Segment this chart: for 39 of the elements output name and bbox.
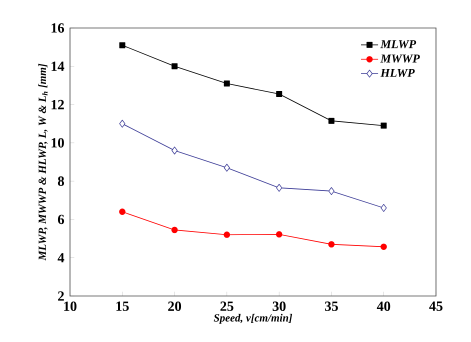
- x-tick-label: 45: [429, 302, 442, 311]
- x-tick-label: 10: [64, 302, 76, 311]
- point: [119, 42, 126, 48]
- x-tick-label: 25: [220, 302, 234, 311]
- point: [119, 120, 126, 128]
- point: [380, 244, 387, 250]
- point: [328, 241, 335, 248]
- point: [224, 232, 230, 238]
- y-tick-label: 6: [58, 214, 64, 224]
- legend-label: MLWP: [380, 40, 416, 48]
- y-tick-label: 4: [58, 253, 64, 262]
- y-tick-label: 10: [52, 138, 64, 148]
- legend-label: HLWP: [380, 68, 415, 77]
- y-tick-label: 14: [52, 62, 64, 71]
- point: [328, 118, 334, 124]
- point: [276, 184, 282, 192]
- point: [380, 204, 387, 212]
- y-axis-title: MLWP, MWWP & HLWP, L, W & L$_{h}$ [mm]: [38, 64, 48, 261]
- x-tick-label: 40: [376, 302, 390, 311]
- x-tick-label: 30: [272, 302, 286, 311]
- point: [380, 122, 387, 129]
- point: [172, 146, 178, 154]
- y-tick-label: 12: [52, 100, 64, 110]
- point: [171, 226, 178, 234]
- point: [328, 187, 334, 196]
- y-tick-label: 16: [52, 23, 64, 33]
- x-tick-label: 35: [324, 302, 338, 311]
- legend-label: MWWP: [380, 54, 420, 63]
- point: [172, 63, 178, 70]
- point: [224, 164, 230, 172]
- y-tick-label: 8: [58, 176, 64, 186]
- x-axis-title: Speed, v[cm/min]: [214, 314, 292, 324]
- point: [224, 80, 230, 87]
- point: [276, 91, 282, 98]
- y-tick-label: 2: [58, 291, 64, 301]
- x-tick-label: 15: [116, 302, 129, 311]
- x-tick-label: 20: [168, 302, 182, 311]
- point: [276, 231, 282, 238]
- point: [119, 208, 126, 215]
